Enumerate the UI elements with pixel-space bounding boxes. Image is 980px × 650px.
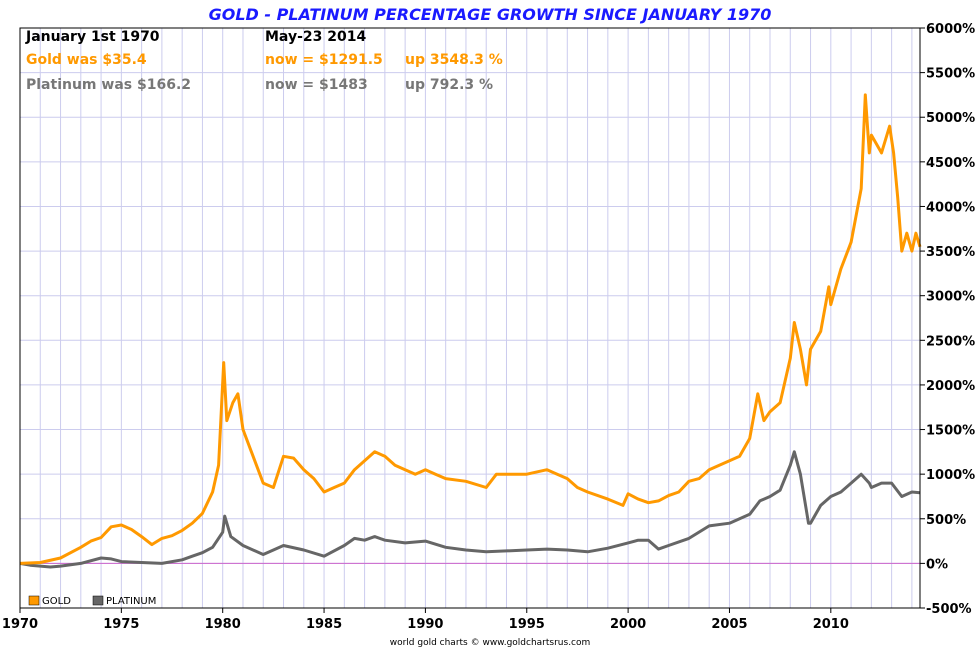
gold-was: Gold was $35.4 [26, 52, 147, 68]
x-tick-label: 2010 [813, 617, 849, 632]
y-tick-label: 0% [926, 557, 948, 572]
legend-label-platinum: PLATINUM [106, 596, 156, 607]
y-tick-label: 2000% [926, 379, 975, 394]
plot-area [20, 28, 920, 608]
y-tick-label: 2500% [926, 334, 975, 349]
x-axis: 1970 1975 1980 1985 1990 1995 2000 2005 2010 [2, 608, 849, 632]
legend: GOLD PLATINUM [28, 595, 156, 607]
y-tick-label: 500% [926, 513, 966, 528]
x-tick-label: 2000 [610, 617, 646, 632]
y-tick-label: 4000% [926, 200, 975, 215]
series-line-platinum [19, 450, 921, 569]
y-tick-label: 5000% [926, 111, 975, 126]
legend-swatch-gold [28, 595, 40, 606]
x-tick-label: 1990 [407, 617, 443, 632]
gold-now: now = $1291.5 [265, 52, 383, 68]
platinum-now: now = $1483 [265, 77, 368, 93]
x-tick-label: 1985 [306, 617, 342, 632]
series-layer [19, 93, 922, 569]
x-tick-label: 2005 [711, 617, 747, 632]
footer-credit: world gold charts © www.goldchartsrus.co… [390, 638, 591, 648]
x-tick-label: 1980 [205, 617, 241, 632]
gold-up: up 3548.3 % [405, 52, 503, 68]
start-date: January 1st 1970 [25, 29, 160, 45]
y-tick-label: 3000% [926, 290, 975, 305]
platinum-was: Platinum was $166.2 [26, 77, 191, 93]
y-tick-label: 1000% [926, 468, 975, 483]
end-date: May-23 2014 [265, 29, 366, 45]
y-tick-label: 4500% [926, 156, 975, 171]
series-line-gold [19, 93, 922, 565]
y-tick-label: 5500% [926, 67, 975, 82]
chart-title: GOLD - PLATINUM PERCENTAGE GROWTH SINCE … [209, 5, 772, 24]
platinum-up: up 792.3 % [405, 77, 493, 93]
y-axis: 6000% 5500% 5000% 4500% 4000% 3500% 3000% 2500%… [920, 22, 975, 617]
y-tick-label: -500% [926, 602, 972, 617]
legend-label-gold: GOLD [42, 596, 71, 607]
x-tick-label: 1975 [103, 617, 139, 632]
x-tick-label: 1995 [509, 617, 545, 632]
x-tick-label: 1970 [2, 617, 38, 632]
grid [20, 27, 920, 609]
y-tick-label: 6000% [926, 22, 975, 37]
legend-swatch-platinum [92, 595, 104, 606]
plot-border [19, 27, 921, 609]
y-tick-label: 3500% [926, 245, 975, 260]
y-tick-label: 1500% [926, 424, 975, 439]
